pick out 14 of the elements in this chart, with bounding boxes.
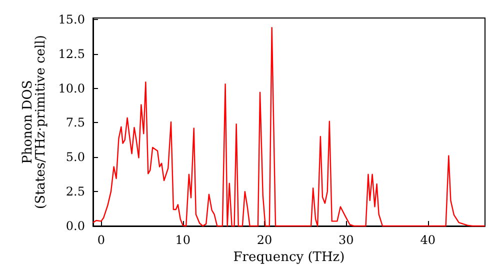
y-tick-label: 5.0: [66, 150, 85, 164]
y-tick-label: 15.0: [58, 12, 85, 26]
y-tick-label: 12.5: [58, 46, 85, 61]
y-tick-label: 10.0: [58, 81, 85, 96]
x-tick-label: 10: [175, 233, 190, 247]
y-tick-label: 7.5: [66, 116, 85, 130]
x-tick-label: 40: [420, 233, 436, 247]
x-tick-label: 20: [256, 233, 272, 247]
y-axis-title: Phonon DOS (States/THz·primitive cell): [20, 34, 48, 210]
y-tick-label: 0.0: [66, 219, 85, 233]
x-axis-title: Frequency (THz): [233, 250, 345, 265]
y-tick-label: 2.5: [66, 184, 85, 199]
x-tick-label: 30: [338, 233, 354, 247]
x-tick-label: 0: [97, 233, 105, 247]
